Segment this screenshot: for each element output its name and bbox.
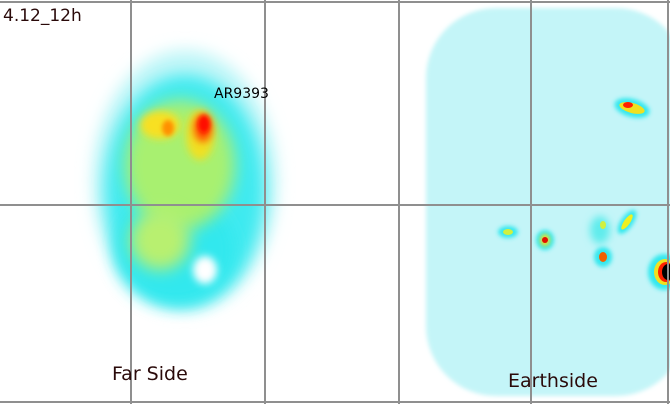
far-side-blob xyxy=(93,50,277,310)
earthside-disk xyxy=(426,8,670,396)
region-label: AR9393 xyxy=(214,86,269,102)
date-label: 4.12_12h xyxy=(3,6,82,26)
far-side-label: Far Side xyxy=(112,363,188,385)
earthside-label: Earthside xyxy=(508,370,598,392)
